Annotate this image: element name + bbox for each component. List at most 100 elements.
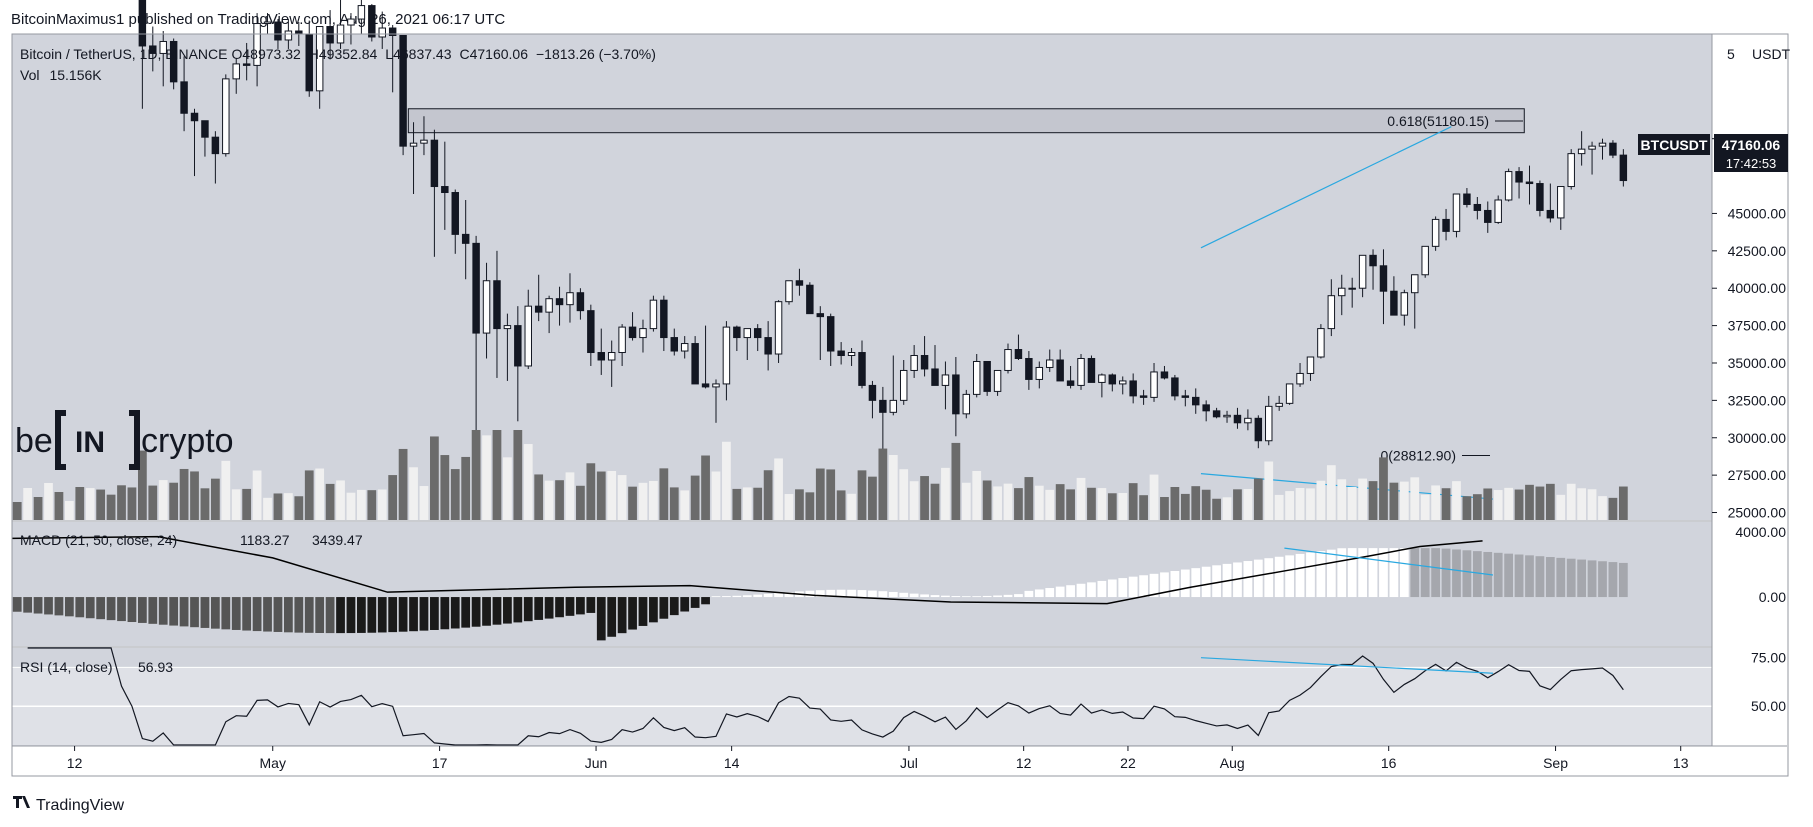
rsi-pane[interactable] xyxy=(12,647,1712,746)
candle[interactable] xyxy=(1577,131,1586,166)
candle[interactable] xyxy=(1421,245,1429,278)
candle[interactable] xyxy=(1160,365,1169,380)
candle[interactable] xyxy=(785,280,793,305)
candle[interactable] xyxy=(1390,276,1398,316)
candle[interactable] xyxy=(1306,356,1315,381)
candle[interactable] xyxy=(253,13,261,87)
candle[interactable] xyxy=(1129,373,1137,404)
candle[interactable] xyxy=(722,321,731,401)
candle[interactable] xyxy=(388,25,397,93)
candle[interactable] xyxy=(691,336,699,385)
candle[interactable] xyxy=(441,141,449,230)
candle[interactable] xyxy=(597,328,605,375)
candle[interactable] xyxy=(1254,415,1263,449)
candle[interactable] xyxy=(347,13,355,45)
candle[interactable] xyxy=(430,129,439,257)
candle[interactable] xyxy=(326,10,334,60)
candle[interactable] xyxy=(493,250,501,378)
candle[interactable] xyxy=(1139,389,1148,405)
candle[interactable] xyxy=(138,0,147,109)
candle[interactable] xyxy=(201,120,209,157)
trendline-macd[interactable] xyxy=(1284,547,1494,576)
candle[interactable] xyxy=(1025,351,1033,390)
candle[interactable] xyxy=(451,189,459,254)
candle[interactable] xyxy=(566,273,574,323)
candle[interactable] xyxy=(211,131,220,184)
candle[interactable] xyxy=(242,42,251,81)
candle[interactable] xyxy=(1244,409,1252,431)
candle[interactable] xyxy=(357,0,366,34)
candle[interactable] xyxy=(1546,183,1555,223)
resistance-zone[interactable] xyxy=(407,108,1525,134)
candle[interactable] xyxy=(910,345,918,378)
candle[interactable] xyxy=(1536,180,1544,217)
candle[interactable] xyxy=(1275,395,1283,411)
candle[interactable] xyxy=(1004,343,1012,374)
candle[interactable] xyxy=(472,235,480,438)
candle[interactable] xyxy=(680,336,689,359)
trendline-price[interactable] xyxy=(1200,126,1452,249)
candle[interactable] xyxy=(409,122,418,195)
candle[interactable] xyxy=(315,26,324,109)
candle[interactable] xyxy=(639,319,647,353)
candle[interactable] xyxy=(1504,168,1513,202)
macd-pane[interactable] xyxy=(11,522,1712,646)
candle[interactable] xyxy=(868,380,877,419)
candle[interactable] xyxy=(555,286,564,326)
candle[interactable] xyxy=(368,4,376,42)
candle[interactable] xyxy=(1567,149,1575,190)
candle[interactable] xyxy=(889,355,898,416)
candle[interactable] xyxy=(1327,279,1336,337)
candle[interactable] xyxy=(1265,395,1273,446)
candle[interactable] xyxy=(1066,365,1075,389)
candle[interactable] xyxy=(1525,165,1534,205)
candle[interactable] xyxy=(628,312,637,341)
candle[interactable] xyxy=(1369,249,1377,290)
candle[interactable] xyxy=(1619,149,1628,187)
candle[interactable] xyxy=(743,328,752,360)
candle[interactable] xyxy=(660,295,668,352)
candle[interactable] xyxy=(1285,383,1294,405)
candle[interactable] xyxy=(1484,201,1492,233)
candle[interactable] xyxy=(712,379,720,423)
candle[interactable] xyxy=(607,340,616,387)
candle[interactable] xyxy=(169,38,178,90)
candle[interactable] xyxy=(534,274,543,322)
candle[interactable] xyxy=(879,386,887,456)
candle[interactable] xyxy=(190,108,199,177)
candle[interactable] xyxy=(795,268,804,296)
candle[interactable] xyxy=(1463,188,1471,208)
candle[interactable] xyxy=(816,306,825,360)
candle[interactable] xyxy=(1473,196,1482,220)
candle[interactable] xyxy=(899,359,908,405)
candle[interactable] xyxy=(1348,277,1356,308)
candle[interactable] xyxy=(764,321,772,371)
candle[interactable] xyxy=(482,262,491,359)
candle[interactable] xyxy=(222,74,230,157)
candle[interactable] xyxy=(1181,389,1190,407)
candle[interactable] xyxy=(1077,354,1085,390)
candle[interactable] xyxy=(1494,195,1502,224)
candle[interactable] xyxy=(858,340,866,389)
candle[interactable] xyxy=(1087,355,1096,383)
candle[interactable] xyxy=(232,57,240,94)
candle[interactable] xyxy=(1588,141,1596,175)
candle[interactable] xyxy=(180,56,188,132)
candle[interactable] xyxy=(670,328,679,356)
candle[interactable] xyxy=(1400,289,1409,326)
candle[interactable] xyxy=(1442,208,1450,241)
candle[interactable] xyxy=(576,288,585,320)
candle[interactable] xyxy=(837,342,845,365)
candle[interactable] xyxy=(503,313,512,381)
candle[interactable] xyxy=(545,295,553,334)
candle[interactable] xyxy=(461,199,470,280)
price-pane[interactable]: 0.618(51180.15) 0(28812.90) xyxy=(12,0,1712,520)
candle[interactable] xyxy=(1119,376,1127,395)
candle[interactable] xyxy=(1317,324,1325,359)
candle[interactable] xyxy=(1598,138,1607,160)
candle[interactable] xyxy=(1296,362,1304,387)
candle[interactable] xyxy=(420,116,428,156)
candle[interactable] xyxy=(1338,274,1346,316)
candle[interactable] xyxy=(1515,167,1523,199)
